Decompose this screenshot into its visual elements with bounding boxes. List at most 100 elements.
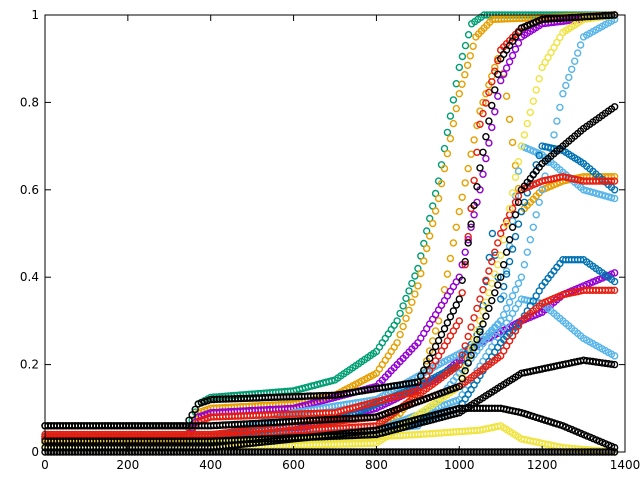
- x-tick-label: 600: [282, 458, 305, 472]
- data-point: [458, 374, 466, 383]
- x-tick-label: 400: [199, 458, 222, 472]
- data-point: [607, 286, 616, 294]
- data-point: [607, 193, 616, 202]
- series-10: [41, 11, 619, 443]
- data-point: [559, 89, 567, 98]
- data-point: [399, 302, 407, 310]
- data-point: [467, 351, 475, 359]
- data-point: [461, 70, 469, 79]
- plot-frame: [44, 14, 626, 453]
- data-point: [607, 360, 616, 368]
- series-15: [41, 11, 619, 430]
- data-point: [610, 177, 619, 185]
- data-point: [458, 80, 466, 88]
- data-point: [464, 31, 473, 39]
- data-point: [568, 65, 576, 74]
- data-point: [461, 248, 469, 256]
- data-point: [414, 378, 422, 386]
- data-point: [562, 81, 570, 90]
- data-point: [479, 98, 487, 107]
- data-point: [458, 52, 467, 61]
- data-point: [470, 211, 478, 219]
- data-point: [431, 342, 440, 351]
- data-point: [467, 223, 475, 232]
- data-point: [485, 88, 493, 97]
- data-point: [494, 239, 502, 247]
- data-point: [526, 235, 534, 244]
- data-point: [550, 131, 558, 139]
- data-point: [466, 52, 474, 60]
- data-point: [514, 279, 523, 288]
- data-point: [500, 261, 508, 269]
- data-point: [494, 92, 502, 100]
- data-point: [458, 193, 466, 202]
- data-point: [488, 257, 496, 266]
- data-point: [511, 198, 520, 207]
- data-point: [511, 211, 520, 219]
- y-tick-label: 1: [31, 8, 39, 22]
- data-point: [473, 182, 481, 191]
- data-point: [500, 282, 508, 291]
- data-point: [517, 207, 526, 216]
- data-point: [455, 382, 463, 391]
- data-point: [502, 248, 511, 256]
- data-point: [396, 330, 404, 339]
- data-point: [461, 41, 470, 50]
- data-point: [393, 317, 401, 325]
- data-point: [500, 235, 508, 244]
- data-point: [610, 360, 619, 369]
- data-point: [538, 186, 546, 194]
- data-point: [610, 269, 619, 277]
- data-point: [396, 309, 404, 318]
- data-point: [431, 207, 440, 215]
- data-point: [485, 304, 493, 313]
- data-point: [467, 323, 475, 331]
- data-point: [565, 73, 573, 82]
- data-point: [497, 229, 505, 238]
- x-tick-label: 1200: [527, 458, 558, 472]
- data-point: [476, 325, 484, 334]
- data-point: [502, 217, 511, 225]
- data-point: [488, 279, 496, 288]
- data-point: [491, 270, 499, 278]
- x-tick-label: 1000: [444, 458, 475, 472]
- data-point: [473, 304, 481, 313]
- data-point: [467, 220, 475, 228]
- data-point: [505, 58, 514, 66]
- x-tick-label: 1400: [610, 458, 640, 472]
- series-1: [41, 11, 619, 443]
- data-point: [494, 281, 502, 289]
- data-point: [511, 173, 520, 182]
- data-point: [502, 64, 511, 72]
- data-point: [508, 292, 517, 300]
- data-point: [464, 239, 472, 247]
- data-point: [458, 276, 466, 284]
- data-point: [443, 128, 452, 137]
- data-point: [497, 295, 505, 303]
- data-point: [458, 351, 466, 359]
- data-point: [523, 119, 531, 128]
- data-point: [482, 132, 490, 141]
- data-point: [443, 270, 452, 278]
- data-point: [502, 220, 511, 228]
- data-point: [420, 366, 428, 374]
- data-point: [491, 289, 499, 297]
- data-point: [500, 311, 508, 319]
- series-17: [41, 356, 619, 445]
- data-point: [491, 86, 499, 94]
- data-point: [449, 239, 458, 247]
- data-point: [473, 148, 481, 157]
- data-point: [497, 76, 505, 85]
- y-tick-label: 0.6: [20, 183, 39, 197]
- data-point: [502, 92, 511, 100]
- data-point: [464, 359, 472, 367]
- y-tick-label: 0.8: [20, 95, 39, 109]
- data-point: [411, 378, 419, 387]
- data-point: [470, 314, 478, 322]
- data-point: [449, 96, 458, 104]
- data-point: [485, 289, 493, 297]
- data-point: [402, 314, 410, 323]
- data-point: [491, 108, 499, 116]
- data-point: [399, 322, 407, 331]
- data-point: [479, 286, 487, 294]
